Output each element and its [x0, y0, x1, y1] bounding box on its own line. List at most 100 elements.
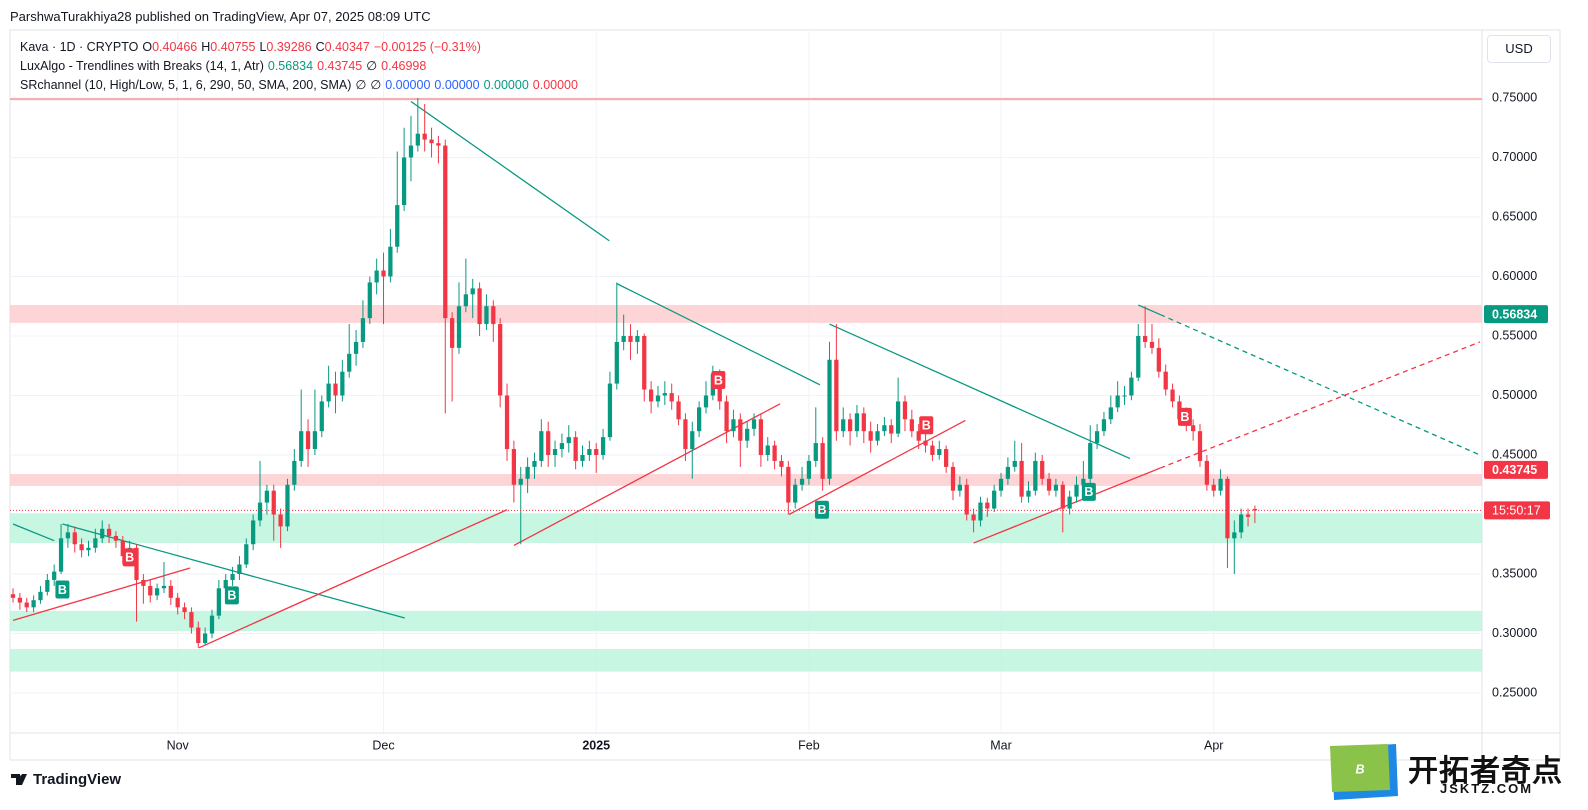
candle-body	[257, 502, 263, 521]
trendline	[973, 467, 1161, 544]
candle-body	[395, 205, 400, 247]
x-tick-label: Dec	[372, 738, 394, 752]
legend-text: ∅	[355, 78, 367, 92]
signal-label: B	[1084, 485, 1093, 499]
candle-body	[683, 419, 688, 450]
legend-text: LuxAlgo - Trendlines with Breaks (14, 1,…	[20, 59, 264, 73]
candle-body	[669, 393, 674, 402]
candle-body	[1012, 460, 1017, 467]
candle-body	[477, 288, 482, 325]
candle-body	[106, 528, 112, 536]
candle-body	[648, 389, 654, 402]
candle-body	[772, 445, 777, 461]
candle-body	[141, 579, 146, 586]
candle-body	[964, 484, 969, 515]
legend-text: 0.56834	[267, 59, 314, 73]
candle-body	[312, 431, 318, 450]
y-tick-label: 0.30000	[1492, 626, 1537, 640]
legend-text: 0.00000	[434, 78, 480, 92]
publisher-line: ParshwaTurakhiya28 published on TradingV…	[10, 9, 431, 24]
candle-body	[786, 466, 791, 503]
legend-text: 0.40347	[324, 40, 370, 54]
candle-body	[319, 401, 324, 432]
candle-body	[738, 419, 743, 441]
candle-body	[566, 437, 571, 444]
candle-body	[998, 478, 1004, 491]
candle-body	[299, 431, 304, 461]
candle-body	[120, 540, 125, 557]
signal-label: B	[125, 551, 134, 565]
candle-body	[793, 484, 798, 503]
candle-body	[72, 532, 77, 545]
sr-zone	[10, 474, 1482, 486]
candle-body	[799, 478, 805, 485]
candle-body	[223, 579, 228, 589]
candle-body	[264, 490, 270, 503]
signal-label: B	[227, 589, 236, 603]
candle-body	[697, 407, 702, 432]
signal-marker	[919, 416, 934, 435]
trendline	[12, 567, 191, 622]
x-tick-label: Mar	[990, 738, 1012, 752]
signal-marker	[711, 371, 726, 390]
legend-text: ∅	[366, 59, 378, 73]
watermark-url: JSKTZ.COM	[1440, 781, 1534, 796]
candle-body	[1245, 514, 1251, 517]
candle-body	[1170, 389, 1175, 402]
trendline	[62, 523, 405, 619]
brand: TradingView	[33, 771, 122, 788]
candle-body	[642, 335, 647, 390]
candle-body	[374, 270, 379, 283]
candle-body	[381, 270, 386, 277]
candle-body	[758, 419, 764, 455]
candle-body	[10, 594, 16, 598]
candle-body	[113, 535, 119, 541]
candle-body	[985, 502, 990, 509]
candle-body	[1122, 395, 1127, 397]
x-tick-label: Apr	[1204, 738, 1223, 752]
candle-body	[161, 585, 167, 589]
candle-body	[916, 431, 921, 441]
trendline	[513, 403, 781, 547]
tv-logo-icon	[11, 774, 27, 785]
countdown-tag	[1484, 501, 1550, 520]
candle-body	[745, 428, 750, 441]
trendline	[829, 323, 1131, 460]
candle-body	[600, 437, 606, 455]
candle-body	[209, 615, 215, 634]
candle-body	[895, 401, 901, 434]
candle-body	[58, 538, 64, 572]
candle-body	[1060, 484, 1065, 509]
candle-body	[443, 145, 448, 319]
plot-area: B B B B B B B B	[10, 30, 1482, 733]
candle-body	[621, 335, 626, 342]
candle-body	[491, 306, 496, 325]
watermark-icon	[1330, 744, 1398, 800]
candle-body	[326, 383, 331, 402]
candle-body	[340, 371, 345, 396]
candle-body	[889, 425, 894, 434]
candle-body	[148, 585, 153, 596]
candle-body	[216, 588, 221, 616]
y-tick-label: 0.65000	[1492, 209, 1537, 223]
legend-row: SRchannel (10, High/Low, 5, 1, 6, 290, 5…	[20, 76, 582, 95]
candle-body	[86, 547, 91, 551]
currency-button[interactable]: USD	[1487, 35, 1551, 63]
candle-body	[189, 612, 194, 628]
signal-marker	[1081, 482, 1096, 501]
candle-body	[450, 318, 455, 348]
candle-body	[1156, 347, 1161, 372]
y-tick-label: 0.25000	[1492, 685, 1537, 699]
watermark-title: 开拓者奇点	[1408, 754, 1563, 789]
legend: Kava · 1D · CRYPTO O0.40466 H0.40755 L0.392…	[20, 38, 582, 95]
candle-body	[882, 425, 887, 432]
candle-body	[751, 419, 757, 429]
candle-body	[1142, 335, 1148, 342]
trendline	[1137, 304, 1161, 316]
signal-label: B	[922, 419, 931, 433]
candle-body	[820, 443, 825, 479]
candle-body	[937, 449, 942, 455]
candle-body	[456, 306, 462, 348]
signal-label: B	[58, 583, 67, 597]
